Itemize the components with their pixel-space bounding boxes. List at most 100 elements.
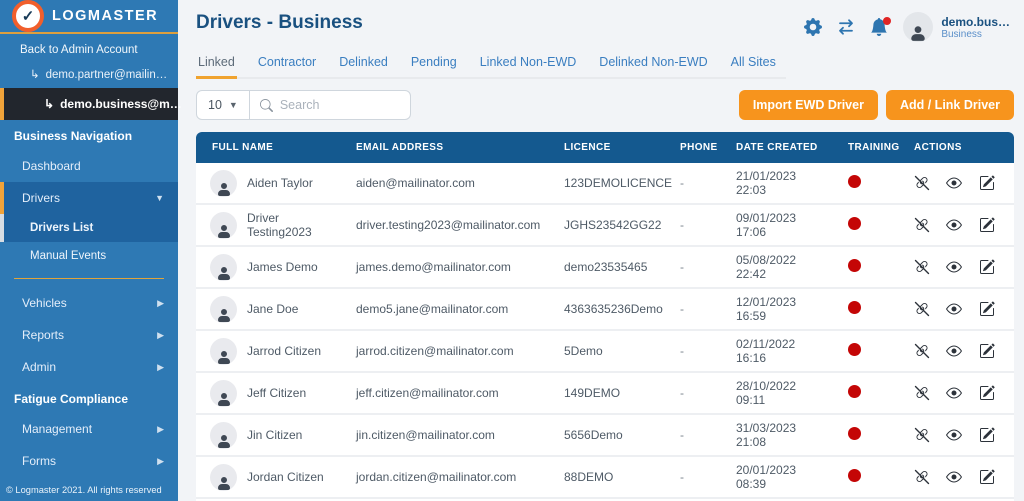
hook-arrow-icon: ↳ <box>30 69 40 81</box>
add-link-driver-button[interactable]: Add / Link Driver <box>885 90 1014 120</box>
tab-delinked[interactable]: Delinked <box>339 55 388 69</box>
view-eye-icon[interactable] <box>946 175 963 191</box>
edit-icon[interactable] <box>979 259 995 275</box>
driver-licence: 5656Demo <box>554 415 670 457</box>
unlink-icon[interactable] <box>914 343 930 359</box>
driver-email: driver.testing2023@mailinator.com <box>346 205 554 247</box>
chevron-down-icon: ▼ <box>155 193 164 203</box>
user-menu[interactable]: demo.bus… Business <box>903 12 1010 42</box>
driver-name: Jarrod Citizen <box>247 344 322 358</box>
sidebar-item-admin[interactable]: Admin ▶ <box>0 351 178 383</box>
view-eye-icon[interactable] <box>946 259 963 275</box>
tab-pending[interactable]: Pending <box>410 55 457 69</box>
training-status-dot <box>848 259 861 272</box>
view-eye-icon[interactable] <box>946 469 963 485</box>
unlink-icon[interactable] <box>914 301 930 317</box>
tab-bar: Linked Contractor Delinked Pending Linke… <box>196 53 786 79</box>
sidebar-item-vehicles[interactable]: Vehicles ▶ <box>0 287 178 319</box>
driver-name: Jane Doe <box>247 302 299 316</box>
unlink-icon[interactable] <box>914 469 930 485</box>
table-row: James Demo james.demo@mailinator.com dem… <box>196 247 1014 289</box>
sidebar-item-drivers[interactable]: Drivers ▼ <box>0 182 178 214</box>
edit-icon[interactable] <box>979 343 995 359</box>
edit-icon[interactable] <box>979 469 995 485</box>
page-size-value: 10 <box>208 98 222 112</box>
edit-icon[interactable] <box>979 385 995 401</box>
view-eye-icon[interactable] <box>946 427 963 443</box>
user-role: Business <box>941 28 982 40</box>
sidebar-item-partner-account[interactable]: ↳ demo.partner@mailin… <box>0 60 178 88</box>
logo: ✓ LOGMASTER <box>0 0 178 34</box>
unlink-icon[interactable] <box>914 217 930 233</box>
chevron-right-icon: ▶ <box>157 297 164 308</box>
view-eye-icon[interactable] <box>946 301 963 317</box>
gear-icon[interactable] <box>804 18 823 36</box>
tab-contractor[interactable]: Contractor <box>257 55 317 69</box>
page-size-select[interactable]: 10 ▼ <box>197 91 250 119</box>
drivers-table: FULL NAME EMAIL ADDRESS LICENCE PHONE DA… <box>196 132 1014 501</box>
avatar <box>903 12 934 42</box>
driver-licence: demo23535465 <box>554 247 670 289</box>
view-eye-icon[interactable] <box>946 385 963 401</box>
business-navigation-header: Business Navigation <box>14 129 133 143</box>
transfer-arrows-icon[interactable] <box>837 18 855 36</box>
driver-avatar-icon <box>210 295 237 323</box>
search-group: 10 ▼ <box>196 90 411 120</box>
view-eye-icon[interactable] <box>946 217 963 233</box>
table-row: Jane Doe demo5.jane@mailinator.com 43636… <box>196 289 1014 331</box>
driver-phone: - <box>670 163 726 205</box>
chevron-right-icon: ▶ <box>157 329 164 340</box>
table-row: Jin Citizen jin.citizen@mailinator.com 5… <box>196 415 1014 457</box>
driver-email: james.demo@mailinator.com <box>346 247 554 289</box>
driver-date-created: 28/10/2022 09:11 <box>726 373 838 415</box>
driver-licence: 88DEMO <box>554 457 670 499</box>
unlink-icon[interactable] <box>914 259 930 275</box>
driver-date-created: 12/01/2023 16:59 <box>726 289 838 331</box>
sidebar-item-reports[interactable]: Reports ▶ <box>0 319 178 351</box>
driver-phone: - <box>670 205 726 247</box>
edit-icon[interactable] <box>979 217 995 233</box>
training-status-dot <box>848 469 861 482</box>
unlink-icon[interactable] <box>914 175 930 191</box>
search-input[interactable] <box>279 98 390 112</box>
unlink-icon[interactable] <box>914 427 930 443</box>
edit-icon[interactable] <box>979 427 995 443</box>
driver-licence: 5Demo <box>554 331 670 373</box>
driver-date-created: 05/08/2022 22:38 <box>726 499 838 501</box>
chevron-right-icon: ▶ <box>157 455 164 466</box>
driver-avatar-icon <box>210 169 237 197</box>
sidebar-item-drivers-list[interactable]: Drivers List <box>0 214 178 242</box>
tab-linked-non-ewd[interactable]: Linked Non-EWD <box>479 55 577 69</box>
view-eye-icon[interactable] <box>946 343 963 359</box>
business-account-label: demo.business@m… <box>60 97 182 111</box>
page-title: Drivers - Business <box>196 12 363 33</box>
driver-date-created: 31/03/2023 21:08 <box>726 415 838 457</box>
caret-down-icon: ▼ <box>228 100 238 110</box>
driver-licence: JGHS23542GG22 <box>554 205 670 247</box>
driver-avatar-icon <box>210 379 237 407</box>
driver-date-created: 09/01/2023 17:06 <box>726 205 838 247</box>
back-to-admin-link[interactable]: Back to Admin Account <box>20 44 138 56</box>
table-row: Josh Demo josh.demo@mailinator.com 22843… <box>196 499 1014 501</box>
edit-icon[interactable] <box>979 301 995 317</box>
sidebar-item-dashboard[interactable]: Dashboard <box>0 150 178 182</box>
sidebar-item-business-account[interactable]: ↳ demo.business@m… <box>0 88 182 120</box>
sidebar-item-manual-events[interactable]: Manual Events <box>30 250 107 262</box>
tab-delinked-non-ewd[interactable]: Delinked Non-EWD <box>599 55 708 69</box>
driver-licence: 4363635236Demo <box>554 289 670 331</box>
col-full-name: FULL NAME <box>196 132 346 163</box>
driver-name: Jin Citizen <box>247 428 303 442</box>
tab-all-sites[interactable]: All Sites <box>730 55 776 69</box>
import-ewd-driver-button[interactable]: Import EWD Driver <box>738 90 878 120</box>
driver-email: jeff.citizen@mailinator.com <box>346 373 554 415</box>
table-header-row: FULL NAME EMAIL ADDRESS LICENCE PHONE DA… <box>196 132 1014 163</box>
sidebar-item-management[interactable]: Management ▶ <box>0 413 178 445</box>
sidebar-item-forms[interactable]: Forms ▶ <box>0 445 178 477</box>
drivers-label: Drivers <box>22 191 60 205</box>
tab-linked[interactable]: Linked <box>196 53 237 79</box>
notification-bell-icon[interactable] <box>870 17 892 36</box>
driver-phone: - <box>670 499 726 501</box>
unlink-icon[interactable] <box>914 385 930 401</box>
edit-icon[interactable] <box>979 175 995 191</box>
driver-phone: - <box>670 373 726 415</box>
